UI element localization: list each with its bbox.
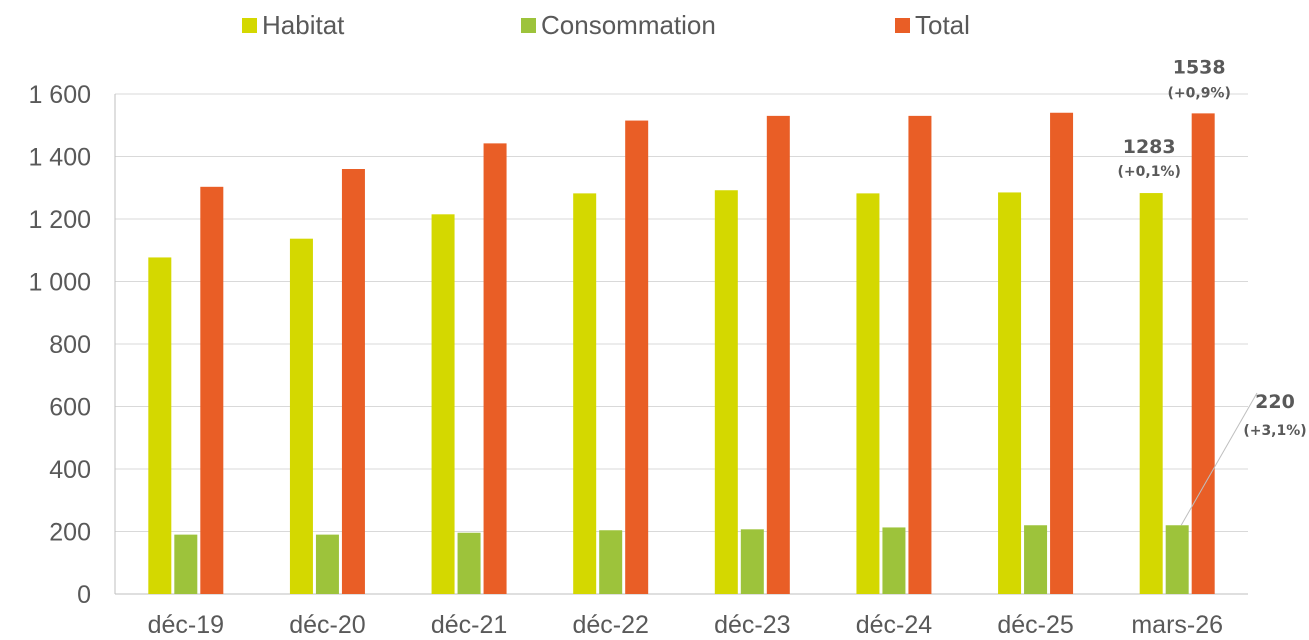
x-tick-label: déc-23 <box>714 611 790 639</box>
y-tick-label: 1 600 <box>28 81 91 109</box>
legend-label-habitat: Habitat <box>262 10 345 40</box>
bar-consommation <box>457 532 481 594</box>
legend: Habitat Consommation Total <box>242 10 970 40</box>
annotation-change: (+0,9%) <box>1168 85 1231 101</box>
annotation-value: 220 <box>1255 391 1295 413</box>
bar-consommation <box>1024 525 1048 594</box>
bar-habitat <box>856 193 880 594</box>
bar-habitat <box>714 190 738 594</box>
bar-consommation <box>599 530 623 594</box>
y-tick-label: 1 400 <box>28 144 91 172</box>
bar-habitat <box>289 238 313 594</box>
y-tick-label: 1 000 <box>28 269 91 297</box>
x-tick-label: déc-25 <box>997 611 1073 639</box>
bars <box>148 112 1215 594</box>
bar-total <box>1191 113 1215 594</box>
x-tick-label: mars-26 <box>1131 611 1223 639</box>
legend-label-total: Total <box>915 10 970 40</box>
bar-habitat <box>1139 193 1163 594</box>
annotation-value: 1538 <box>1173 56 1226 78</box>
annotation-change: (+3,1%) <box>1243 423 1306 439</box>
y-tick-label: 400 <box>49 456 91 484</box>
x-tick-label: déc-20 <box>289 611 365 639</box>
bar-habitat <box>573 193 597 594</box>
x-axis: déc-19 déc-20 déc-21 déc-22 déc-23 déc-24 déc-… <box>148 611 1223 639</box>
bar-total <box>625 120 649 594</box>
annotation-leader-line <box>1180 392 1258 526</box>
x-tick-label: déc-21 <box>431 611 507 639</box>
gridlines <box>115 93 1248 532</box>
legend-swatch-habitat <box>242 18 257 33</box>
annotation-value: 1283 <box>1123 136 1176 158</box>
bar-consommation <box>1165 525 1189 594</box>
bar-total <box>1050 112 1074 594</box>
bar-habitat <box>431 214 455 594</box>
y-tick-label: 1 200 <box>28 206 91 234</box>
annotation-change: (+0,1%) <box>1118 164 1181 180</box>
bar-habitat <box>998 192 1022 594</box>
bar-consommation <box>174 534 198 594</box>
bar-total <box>483 143 507 594</box>
bar-total <box>200 186 224 594</box>
legend-label-consommation: Consommation <box>541 10 716 40</box>
bar-habitat <box>148 257 172 594</box>
y-tick-label: 0 <box>77 581 91 609</box>
bar-total <box>908 115 932 594</box>
x-tick-label: déc-19 <box>148 611 224 639</box>
y-tick-label: 200 <box>49 519 91 547</box>
x-tick-label: déc-22 <box>572 611 648 639</box>
y-tick-label: 800 <box>49 331 91 359</box>
y-axis: 0 200 400 600 800 1 000 1 200 1 400 1 600 <box>28 81 1248 609</box>
x-tick-label: déc-24 <box>856 611 933 639</box>
bar-total <box>341 169 365 594</box>
legend-swatch-total <box>895 18 910 33</box>
bar-consommation <box>882 527 906 594</box>
bar-total <box>766 115 790 594</box>
annotations: 1538 (+0,9%) 1283 (+0,1%) 220 (+3,1%) <box>1118 56 1307 526</box>
legend-swatch-consommation <box>521 18 536 33</box>
bar-consommation <box>740 529 764 594</box>
y-tick-label: 600 <box>49 394 91 422</box>
bar-consommation <box>315 534 339 594</box>
